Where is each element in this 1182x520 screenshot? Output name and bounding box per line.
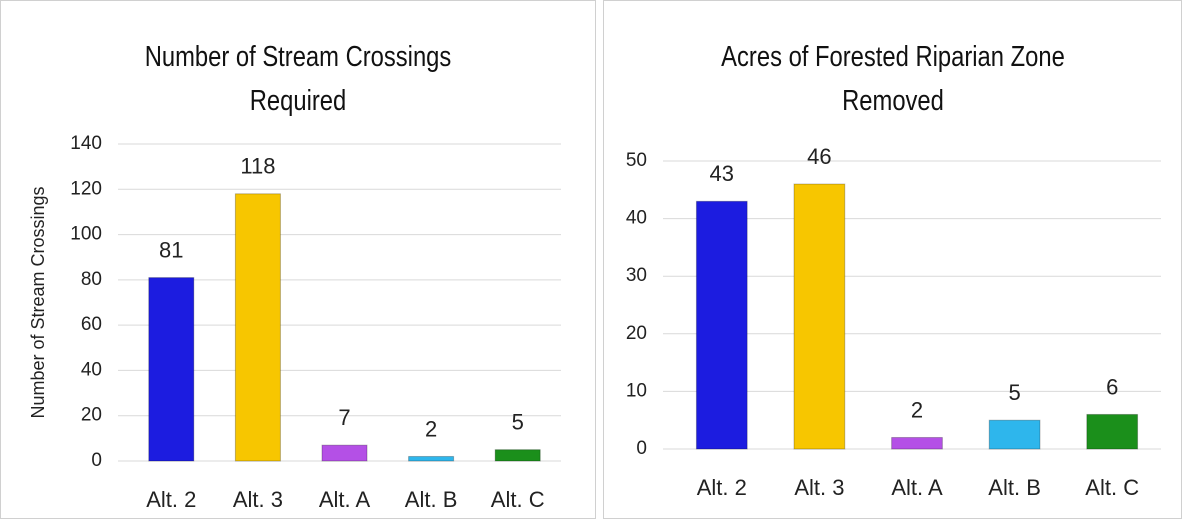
bar — [408, 455, 455, 462]
y-tick-label: 30 — [626, 265, 647, 286]
y-tick-label: 0 — [636, 438, 647, 459]
data-label: 7 — [338, 405, 350, 430]
bar — [321, 444, 368, 462]
data-label: 46 — [807, 144, 831, 169]
chart-title: Number of Stream Crossings Required — [144, 41, 452, 117]
x-tick-label: Alt. 2 — [146, 487, 196, 512]
data-label: 43 — [710, 161, 734, 186]
data-label: 5 — [1008, 380, 1020, 405]
data-label: 118 — [240, 154, 275, 179]
bar — [148, 277, 195, 462]
data-label: 81 — [159, 237, 183, 262]
bar — [891, 436, 943, 450]
y-tick-label: 80 — [81, 269, 102, 290]
y-tick-label: 120 — [70, 178, 102, 199]
x-tick-label: Alt. C — [1085, 475, 1139, 500]
data-label: 5 — [512, 409, 524, 434]
bar — [988, 419, 1041, 450]
x-tick-label: Alt. B — [405, 487, 458, 512]
bar — [1086, 413, 1139, 450]
x-tick-label: Alt. 3 — [794, 475, 844, 500]
y-tick-label: 140 — [70, 133, 102, 154]
bar — [695, 200, 748, 450]
x-tick-label: Alt. 2 — [697, 475, 747, 500]
chart-panel: Acres of Forested Riparian Zone Removed … — [603, 0, 1182, 519]
x-tick-label: Alt. C — [491, 487, 545, 512]
y-tick-label: 0 — [91, 450, 102, 471]
chart-panel: Number of Stream Crossings Required 0 20 4… — [0, 0, 596, 519]
x-tick-label: Alt. B — [988, 475, 1041, 500]
chart: 0 20 40 60 80 100 120 140 Number of Stream Cross… — [28, 133, 561, 512]
data-label: 6 — [1106, 374, 1118, 399]
y-tick-label: 20 — [81, 405, 102, 426]
x-tick-label: Alt. 3 — [233, 487, 283, 512]
x-tick-label: Alt. A — [891, 475, 943, 500]
chart-title: Acres of Forested Riparian Zone Removed — [720, 41, 1065, 117]
data-label: 2 — [911, 397, 923, 422]
y-tick-label: 100 — [70, 224, 102, 245]
y-axis-label: Number of Stream Crossings — [28, 186, 48, 418]
bar — [793, 183, 846, 450]
y-tick-label: 40 — [626, 208, 647, 229]
bar — [234, 193, 281, 462]
data-label: 2 — [425, 416, 437, 441]
bar — [494, 449, 541, 462]
y-tick-label: 60 — [81, 314, 102, 335]
x-tick-label: Alt. A — [319, 487, 371, 512]
y-tick-label: 10 — [626, 380, 647, 401]
y-tick-label: 50 — [626, 150, 647, 171]
chart: 0 10 20 30 40 50 Alt. 2 43 Alt. 3 46 Alt. A 2 Alt. B… — [626, 144, 1161, 500]
y-tick-label: 20 — [626, 323, 647, 344]
y-tick-label: 40 — [81, 359, 102, 380]
